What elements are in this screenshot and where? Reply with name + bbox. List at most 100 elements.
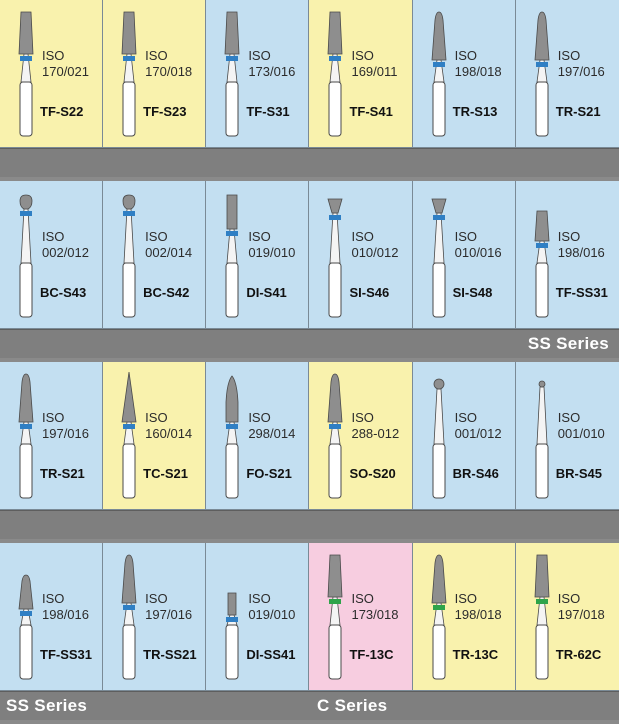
iso-size: 197/016 [145, 607, 193, 622]
bur-icon [14, 372, 38, 507]
product-cell[interactable]: ISO 197/018 TR-62C [515, 543, 619, 691]
bur-icon [427, 191, 451, 326]
iso-size: 001/010 [557, 426, 605, 441]
product-cell[interactable]: ISO 001/010 BR-S45 [515, 362, 619, 510]
product-cell[interactable]: ISO 198/018 TR-13C [412, 543, 516, 691]
product-cell[interactable]: ISO 197/016 TR-S21 [515, 0, 619, 148]
catalog-row: ISO 170/021 TF-S22 ISO 170/018 TF-S23 ISO 173/0… [0, 0, 619, 177]
product-code: TR-13C [452, 647, 499, 662]
iso-size: 170/018 [145, 64, 193, 79]
product-cell[interactable]: ISO 002/012 BC-S43 [0, 181, 104, 329]
iso-label: ISO [248, 591, 271, 606]
bur-icon [14, 191, 38, 326]
iso-label: ISO [248, 48, 271, 63]
product-cell[interactable]: ISO 001/012 BR-S46 [412, 362, 516, 510]
iso-size: 198/016 [42, 607, 89, 622]
iso-size: 010/016 [454, 245, 502, 260]
iso-spec: ISO 019/010 [248, 229, 295, 261]
iso-label: ISO [351, 48, 374, 63]
product-cell[interactable]: ISO 010/016 SI-S48 [412, 181, 516, 329]
product-code: TC-S21 [143, 466, 188, 481]
iso-size: 169/011 [351, 64, 398, 79]
iso-label: ISO [351, 229, 374, 244]
iso-size: 197/018 [557, 607, 605, 622]
iso-spec: ISO 288-012 [351, 410, 399, 442]
iso-spec: ISO 010/016 [455, 229, 502, 261]
iso-spec: ISO 197/016 [42, 410, 89, 442]
iso-size: 173/016 [248, 64, 296, 79]
product-code: TR-S21 [555, 104, 601, 119]
product-cell[interactable]: ISO 198/018 TR-S13 [412, 0, 516, 148]
iso-size: 170/021 [42, 64, 89, 79]
catalog-row: ISO 197/016 TR-S21 ISO 160/014 TC-S21 ISO 298/0… [0, 362, 619, 539]
iso-label: ISO [145, 591, 168, 606]
iso-spec: ISO 160/014 [145, 410, 192, 442]
catalog-row: ISO 002/012 BC-S43 ISO 002/014 BC-S42 ISO 019/0… [0, 181, 619, 358]
iso-spec: ISO 169/011 [351, 48, 397, 80]
iso-size: 197/016 [557, 64, 605, 79]
iso-size: 198/018 [454, 64, 502, 79]
iso-size: 198/018 [454, 607, 502, 622]
product-cell[interactable]: ISO 170/021 TF-S22 [0, 0, 104, 148]
iso-label: ISO [145, 48, 168, 63]
product-code: TF-13C [349, 647, 394, 662]
product-code: BR-S45 [555, 466, 603, 481]
product-cell[interactable]: ISO 010/012 SI-S46 [309, 181, 413, 329]
product-code: SO-S20 [349, 466, 396, 481]
iso-label: ISO [42, 48, 65, 63]
product-cell[interactable]: ISO 288-012 SO-S20 [309, 362, 413, 510]
iso-spec: ISO 197/016 [558, 48, 605, 80]
product-code: TF-S31 [246, 104, 290, 119]
iso-spec: ISO 170/021 [42, 48, 89, 80]
product-code: BC-S43 [40, 285, 87, 300]
bur-icon [14, 553, 38, 688]
product-cell[interactable]: ISO 173/018 TF-13C [309, 543, 413, 691]
product-cell[interactable]: ISO 298/014 FO-S21 [206, 362, 310, 510]
iso-size: 010/012 [351, 245, 399, 260]
product-cell[interactable]: ISO 019/010 DI-SS41 [206, 543, 310, 691]
product-cell[interactable]: ISO 002/014 BC-S42 [103, 181, 207, 329]
series-bar [0, 510, 619, 539]
bur-icon [530, 553, 554, 688]
iso-label: ISO [42, 591, 65, 606]
series-label: C Series [317, 696, 388, 715]
series-bar [0, 148, 619, 177]
bur-icon [117, 191, 141, 326]
product-cell[interactable]: ISO 170/018 TF-S23 [103, 0, 207, 148]
product-code: TR-S13 [452, 104, 498, 119]
iso-spec: ISO 001/010 [558, 410, 605, 442]
iso-spec: ISO 170/018 [145, 48, 192, 80]
iso-label: ISO [145, 410, 168, 425]
iso-size: 198/016 [557, 245, 605, 260]
iso-label: ISO [557, 410, 581, 425]
bur-icon [323, 553, 347, 688]
bur-icon [220, 372, 244, 507]
bur-icon [14, 10, 38, 145]
iso-size: 298/014 [248, 426, 296, 441]
bur-icon [323, 10, 347, 145]
product-code: TF-SS31 [40, 647, 93, 662]
product-cell[interactable]: ISO 160/014 TC-S21 [103, 362, 207, 510]
product-cell[interactable]: ISO 198/016 TF-SS31 [0, 543, 104, 691]
product-code: BR-S46 [452, 466, 499, 481]
bur-icon [530, 10, 554, 145]
series-bar: SS Series [0, 329, 619, 358]
bur-icon [530, 191, 554, 326]
iso-label: ISO [454, 48, 478, 63]
product-code: SI-S46 [349, 285, 390, 300]
iso-size: 173/018 [351, 607, 399, 622]
product-cell[interactable]: ISO 197/016 TR-SS21 [103, 543, 207, 691]
iso-spec: ISO 173/016 [248, 48, 295, 80]
bur-icon [117, 10, 141, 145]
iso-spec: ISO 019/010 [248, 591, 295, 623]
iso-label: ISO [454, 229, 478, 244]
product-cell[interactable]: ISO 169/011 TF-S41 [309, 0, 413, 148]
product-cell[interactable]: ISO 173/016 TF-S31 [206, 0, 310, 148]
bur-icon [427, 10, 451, 145]
iso-label: ISO [351, 591, 374, 606]
series-label: SS Series [527, 334, 609, 353]
product-cell[interactable]: ISO 019/010 DI-S41 [206, 181, 310, 329]
iso-size: 019/010 [248, 245, 296, 260]
product-cell[interactable]: ISO 198/016 TF-SS31 [515, 181, 619, 329]
product-cell[interactable]: ISO 197/016 TR-S21 [0, 362, 104, 510]
